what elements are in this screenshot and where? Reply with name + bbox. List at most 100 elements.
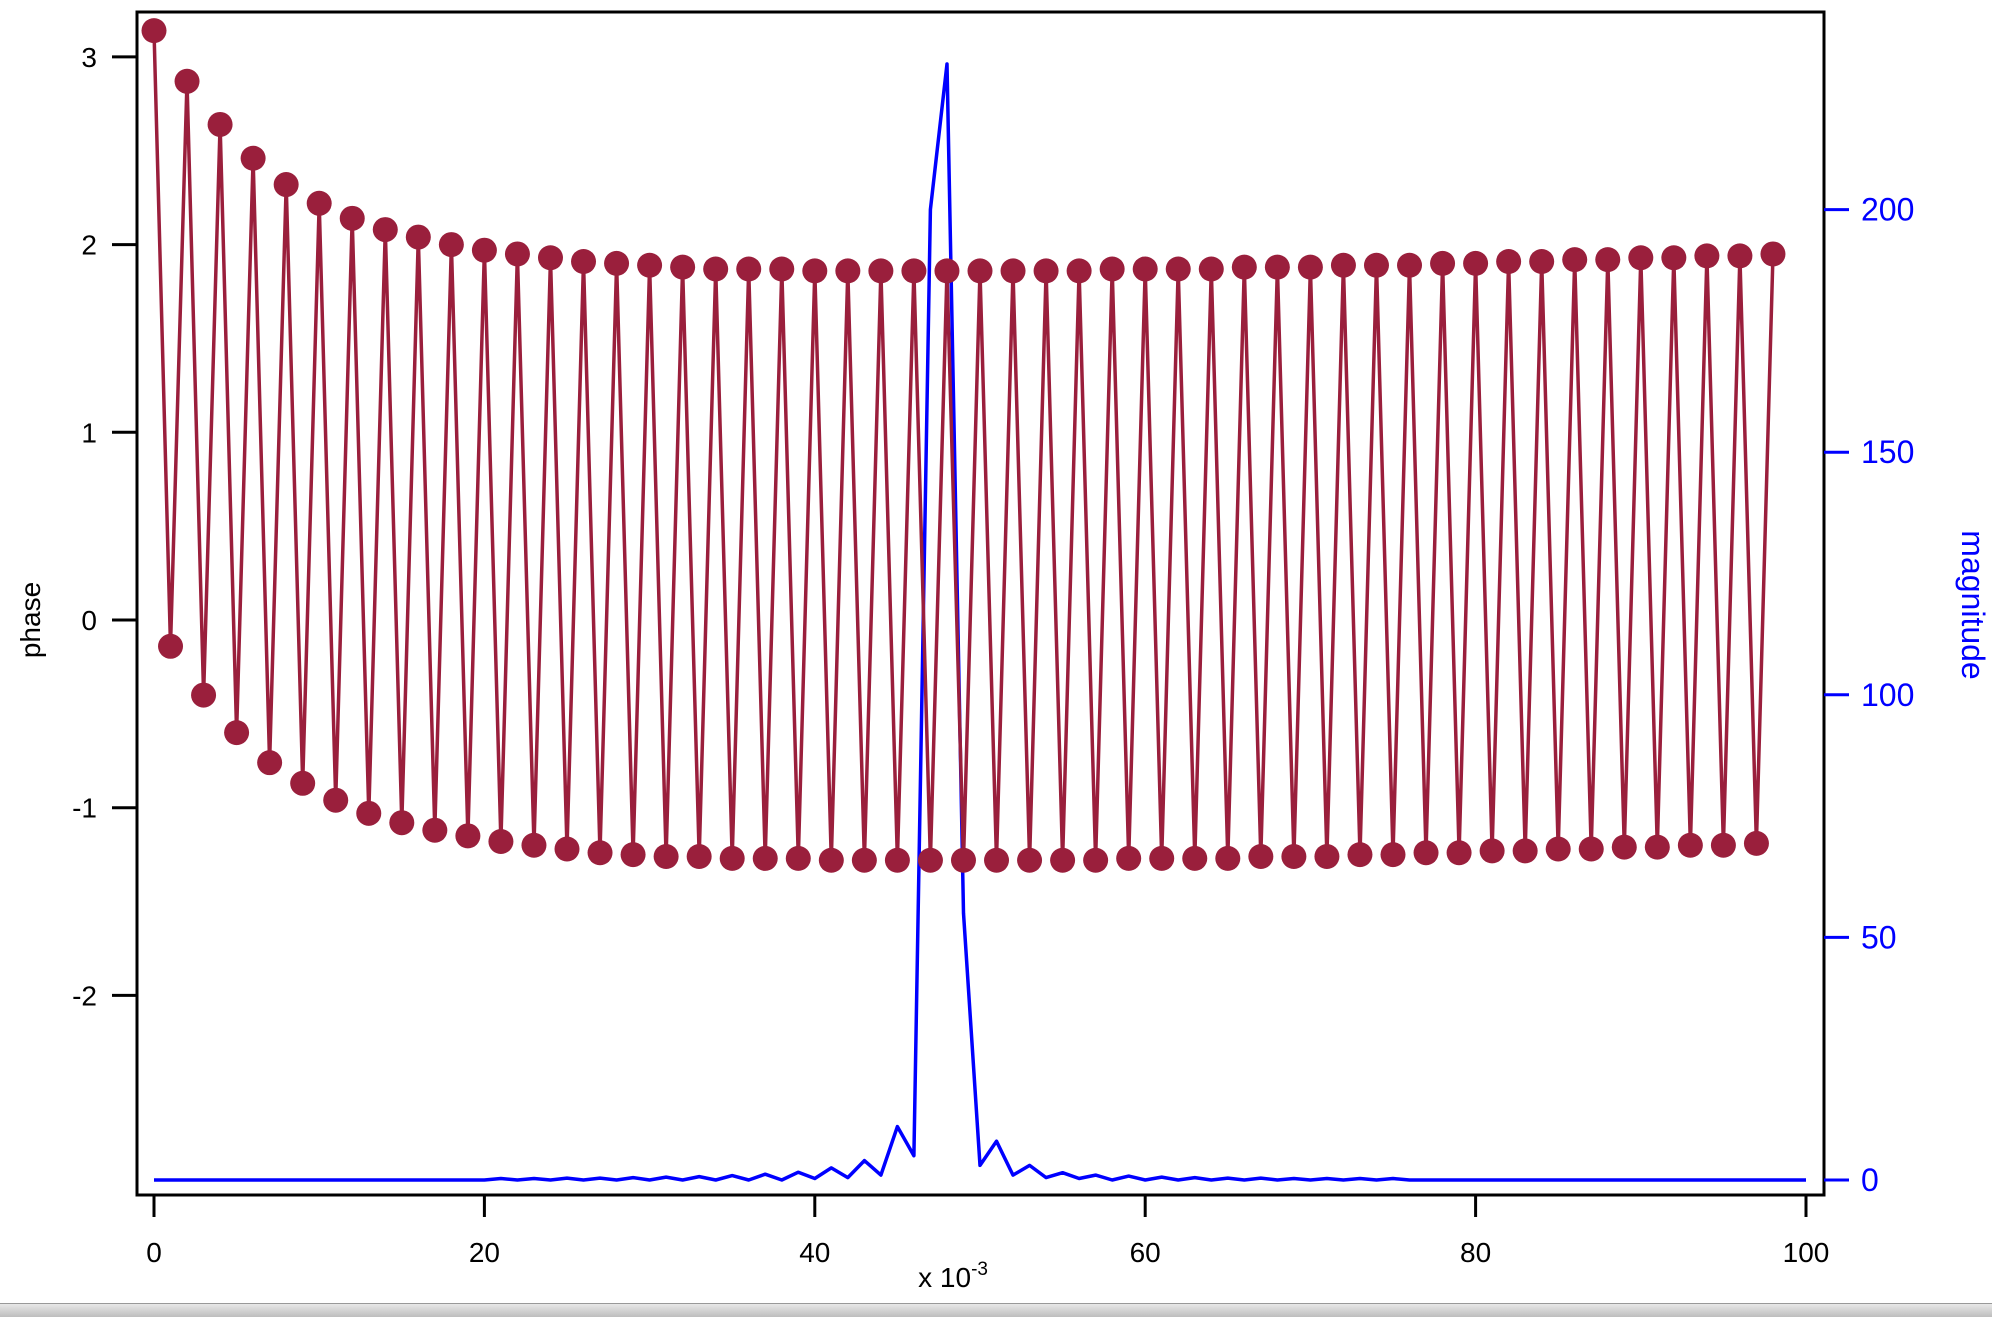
phase-point xyxy=(604,250,630,276)
phase-point xyxy=(488,828,514,854)
phase-point xyxy=(257,750,283,776)
phase-point xyxy=(868,258,894,284)
bottom-tick-label: 60 xyxy=(1130,1237,1161,1268)
phase-point xyxy=(1413,840,1439,866)
phase-point xyxy=(504,241,530,267)
phase-point xyxy=(917,847,943,873)
phase-point xyxy=(191,682,217,708)
phase-point xyxy=(158,633,184,659)
phase-point xyxy=(224,720,250,746)
phase-point xyxy=(1611,834,1637,860)
phase-point xyxy=(571,248,597,274)
phase-point xyxy=(1446,840,1472,866)
right-tick-label: 150 xyxy=(1861,434,1914,470)
phase-point xyxy=(736,256,762,282)
phase-point xyxy=(240,145,266,171)
phase-point xyxy=(984,847,1010,873)
phase-point xyxy=(1545,836,1571,862)
bottom-tick-label: 0 xyxy=(146,1237,162,1268)
phase-point xyxy=(934,258,960,284)
phase-point xyxy=(1743,830,1769,856)
right-tick-label: 0 xyxy=(1861,1162,1879,1198)
phase-point xyxy=(306,190,332,216)
phase-point xyxy=(1248,844,1274,870)
phase-point xyxy=(1182,845,1208,871)
phase-point xyxy=(537,245,563,271)
right-tick-label: 50 xyxy=(1861,919,1897,955)
x-scale-base: x 10 xyxy=(918,1262,971,1293)
bottom-tick-label: 80 xyxy=(1460,1237,1491,1268)
phase-point xyxy=(752,845,778,871)
magnitude-series xyxy=(154,62,1806,1182)
phase-point xyxy=(174,68,200,94)
phase-point xyxy=(521,832,547,858)
left-tick-label: -1 xyxy=(72,793,97,824)
phase-point xyxy=(1198,256,1224,282)
phase-point xyxy=(769,256,795,282)
left-tick-label: 1 xyxy=(81,417,97,448)
phase-point xyxy=(851,847,877,873)
bottom-tick-label: 40 xyxy=(799,1237,830,1268)
phase-point xyxy=(323,787,349,813)
phase-point xyxy=(637,252,663,278)
phase-point xyxy=(290,770,316,796)
phase-point xyxy=(438,232,464,258)
bottom-axis-ticks: 0 20 40 60 80 100 xyxy=(146,1195,1829,1268)
phase-point xyxy=(1215,845,1241,871)
x-scale-label: x 10-3 xyxy=(918,1259,988,1293)
phase-point xyxy=(273,172,299,198)
left-tick-label: 0 xyxy=(81,605,97,636)
window-bottom-edge xyxy=(0,1303,1992,1317)
phase-point xyxy=(405,224,431,250)
plot-frame xyxy=(135,10,1826,1197)
phase-point xyxy=(1099,256,1125,282)
phase-series xyxy=(141,18,1786,873)
phase-point xyxy=(1231,254,1257,280)
right-axis-ticks: 0 50 100 150 200 xyxy=(1824,192,1914,1198)
phase-point xyxy=(422,817,448,843)
phase-point xyxy=(1661,245,1687,271)
phase-point xyxy=(967,258,993,284)
phase-point xyxy=(455,823,481,849)
phase-point xyxy=(1727,243,1753,269)
right-tick-label: 100 xyxy=(1861,677,1914,713)
phase-point xyxy=(1297,254,1323,280)
phase-point xyxy=(1479,838,1505,864)
phase-point xyxy=(802,258,828,284)
phase-point xyxy=(620,842,646,868)
phase-point xyxy=(1264,254,1290,280)
phase-point xyxy=(1281,844,1307,870)
phase-point xyxy=(207,111,233,137)
phase-point xyxy=(950,847,976,873)
phase-point xyxy=(1710,832,1736,858)
phase-point xyxy=(1628,245,1654,271)
phase-point xyxy=(1363,252,1389,278)
phase-point xyxy=(1165,256,1191,282)
phase-point xyxy=(719,845,745,871)
phase-point xyxy=(818,847,844,873)
phase-point xyxy=(471,237,497,263)
phase-point xyxy=(1694,243,1720,269)
phase-point xyxy=(686,844,712,870)
phase-point xyxy=(587,840,613,866)
right-axis-title: magnitude xyxy=(1955,530,1991,679)
left-tick-label: 2 xyxy=(81,230,97,261)
phase-point xyxy=(1463,250,1489,276)
phase-point xyxy=(356,800,382,826)
phase-point xyxy=(884,847,910,873)
phase-point xyxy=(389,810,415,836)
phase-point xyxy=(554,836,580,862)
phase-point xyxy=(1430,250,1456,276)
phase-point xyxy=(1380,842,1406,868)
phase-point xyxy=(1496,248,1522,274)
phase-point xyxy=(1149,845,1175,871)
left-tick-label: -2 xyxy=(72,980,97,1011)
phase-point xyxy=(1132,256,1158,282)
phase-point xyxy=(1562,247,1588,273)
phase-point xyxy=(835,258,861,284)
phase-point xyxy=(1116,845,1142,871)
phase-point xyxy=(141,18,167,44)
phase-point xyxy=(1595,247,1621,273)
phase-point xyxy=(1083,847,1109,873)
